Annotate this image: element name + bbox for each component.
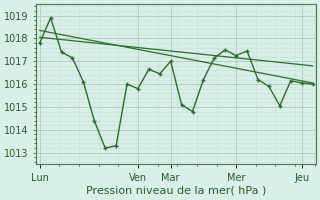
X-axis label: Pression niveau de la mer( hPa ): Pression niveau de la mer( hPa ) — [86, 186, 266, 196]
